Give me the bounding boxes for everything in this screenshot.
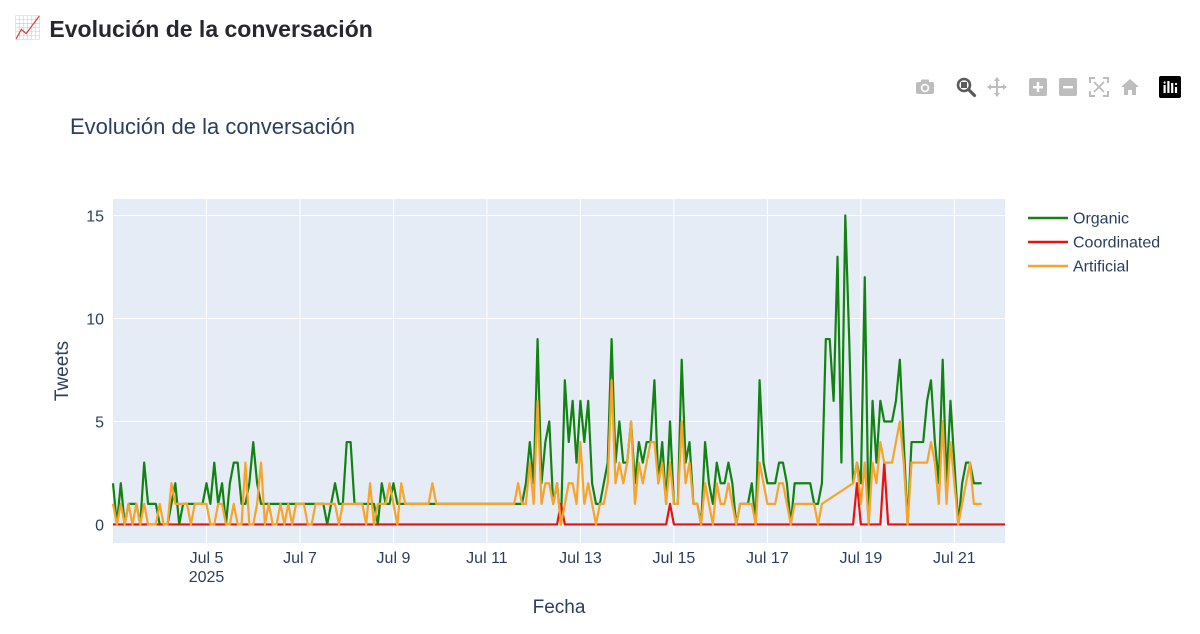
x-tick-label: Jul 11 bbox=[466, 550, 508, 567]
x-tick-label: Jul 17 bbox=[746, 550, 789, 567]
chart-increasing-icon: 📈 bbox=[14, 16, 42, 41]
zoom-in-icon[interactable] bbox=[1027, 76, 1049, 98]
series-line-organic[interactable] bbox=[111, 214, 982, 526]
page-title: Evolución de la conversación bbox=[49, 15, 373, 42]
x-tick-label: Jul 15 bbox=[653, 550, 696, 567]
y-axis-title: Tweets bbox=[52, 341, 73, 401]
pan-icon[interactable] bbox=[986, 76, 1008, 98]
legend: Organic Coordinated Artificial bbox=[1028, 211, 1160, 276]
legend-item-organic[interactable]: Organic bbox=[1073, 211, 1129, 228]
x-tick-year-label: 2025 bbox=[189, 569, 225, 586]
x-tick-label: Jul 5 bbox=[190, 550, 224, 567]
y-tick-label: 0 bbox=[95, 517, 104, 534]
x-tick-label: Jul 9 bbox=[377, 550, 411, 567]
y-tick-label: 5 bbox=[95, 414, 104, 431]
series-line-artificial[interactable] bbox=[111, 379, 982, 526]
zoom-icon[interactable] bbox=[955, 76, 977, 98]
x-tick-label: Jul 13 bbox=[559, 550, 602, 567]
legend-item-coordinated[interactable]: Coordinated bbox=[1073, 235, 1160, 252]
legend-item-artificial[interactable]: Artificial bbox=[1073, 259, 1129, 276]
x-tick-label: Jul 7 bbox=[283, 550, 317, 567]
plotly-logo-icon[interactable] bbox=[1159, 76, 1181, 98]
zoom-out-icon[interactable] bbox=[1057, 76, 1079, 98]
page-header: 📈 Evolución de la conversación bbox=[14, 14, 373, 44]
camera-icon[interactable] bbox=[914, 76, 936, 98]
autoscale-icon[interactable] bbox=[1088, 76, 1110, 98]
y-tick-label: 10 bbox=[86, 311, 104, 328]
reset-axes-icon[interactable] bbox=[1119, 76, 1141, 98]
x-axis-title: Fecha bbox=[533, 597, 586, 618]
chart-title: Evolución de la conversación bbox=[70, 114, 355, 139]
x-tick-label: Jul 21 bbox=[933, 550, 976, 567]
x-tick-label: Jul 19 bbox=[840, 550, 883, 567]
plot-modebar bbox=[0, 76, 1200, 100]
y-tick-label: 15 bbox=[86, 208, 104, 225]
